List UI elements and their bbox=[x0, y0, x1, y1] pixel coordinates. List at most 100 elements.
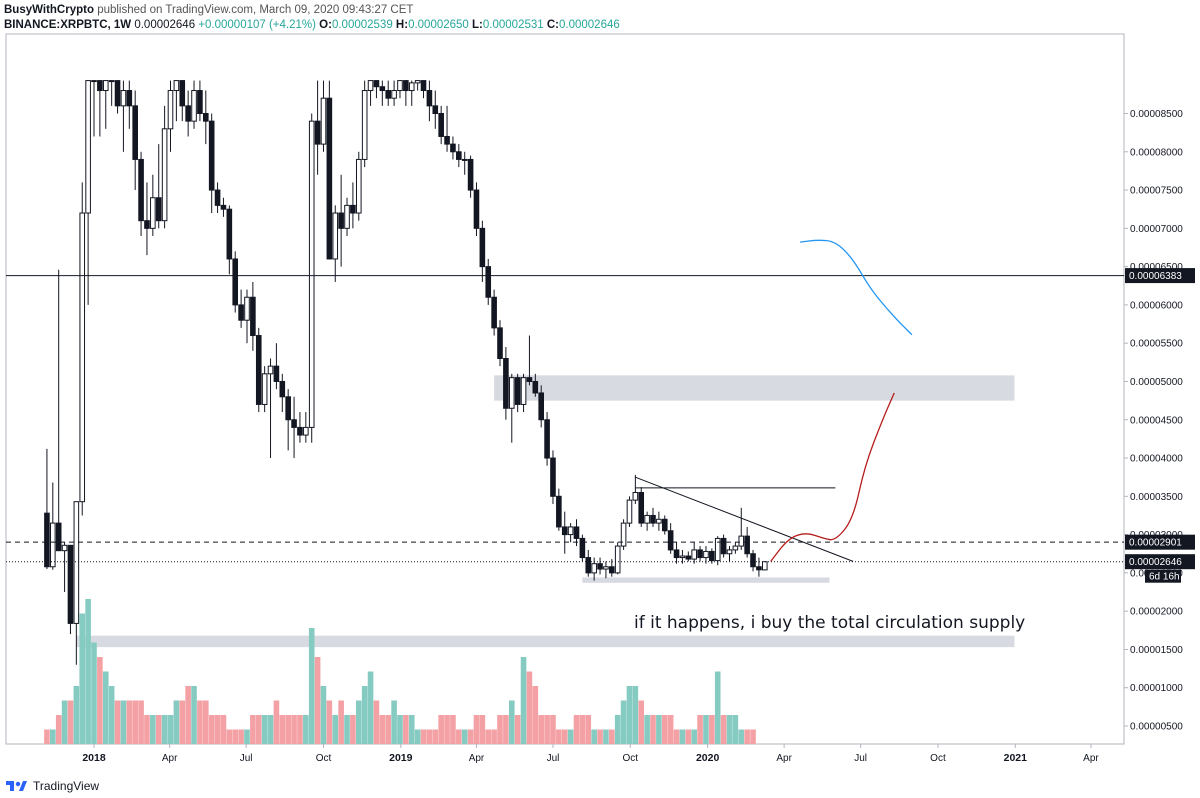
volume-bar bbox=[220, 715, 227, 744]
time-tick-label: 2018 bbox=[82, 752, 106, 764]
volume-bar bbox=[644, 715, 650, 744]
volume-bar bbox=[609, 729, 615, 744]
candle-body bbox=[732, 545, 739, 551]
candle-body bbox=[579, 537, 586, 559]
candle-body bbox=[308, 120, 315, 428]
volume-bar bbox=[503, 715, 509, 744]
volume-bar bbox=[85, 599, 91, 744]
volume-bar bbox=[638, 700, 645, 744]
candle-body bbox=[473, 189, 480, 229]
candle-body bbox=[485, 266, 492, 298]
candle-body bbox=[144, 220, 150, 229]
tradingview-footer[interactable]: TradingView bbox=[6, 776, 99, 796]
candle-body bbox=[756, 566, 762, 571]
drawings-layer bbox=[6, 239, 1124, 563]
volume-bar bbox=[626, 686, 633, 744]
volume-bar bbox=[261, 715, 268, 744]
candle-body bbox=[544, 419, 550, 459]
price-tick-label: 0.00000500 bbox=[1130, 722, 1183, 733]
candle-body bbox=[697, 549, 703, 559]
candle-body bbox=[320, 97, 327, 145]
volume-bar bbox=[361, 686, 368, 744]
volume-bar bbox=[656, 715, 662, 744]
candle-body bbox=[314, 120, 321, 145]
tradingview-brand: TradingView bbox=[33, 779, 100, 793]
volume-bar bbox=[673, 729, 680, 744]
volume-bar bbox=[373, 700, 380, 744]
zone-rect bbox=[76, 635, 1015, 648]
volume-bar bbox=[73, 686, 80, 744]
candle-body bbox=[467, 158, 474, 191]
volume-bar bbox=[114, 700, 121, 744]
candle-body bbox=[261, 373, 268, 405]
candle-body bbox=[173, 80, 180, 92]
candle-body bbox=[185, 105, 191, 122]
volume-bars bbox=[44, 599, 756, 744]
candle-body bbox=[626, 499, 633, 524]
candle-body bbox=[526, 377, 533, 382]
time-tick-label: Apr bbox=[1083, 753, 1099, 764]
candle-body bbox=[661, 518, 668, 532]
price-axis[interactable]: 0.00000500 0.00001000 0.00001500 0.00002000… bbox=[1124, 109, 1195, 733]
publish-line: BusyWithCrypto published on TradingView.… bbox=[4, 4, 413, 16]
zone-layer bbox=[76, 375, 1015, 648]
candle-body bbox=[238, 304, 244, 321]
candle-body bbox=[491, 296, 497, 329]
candle-body bbox=[132, 105, 138, 160]
volume-bar bbox=[720, 715, 727, 744]
candle-body bbox=[179, 80, 186, 107]
volume-bar bbox=[303, 715, 309, 744]
high-value: 0.00002650 bbox=[408, 19, 469, 31]
candle-body bbox=[414, 80, 421, 84]
symbol-label[interactable]: BINANCE:XRPBTC, 1W bbox=[4, 19, 132, 31]
price-tick-label: 0.00007000 bbox=[1130, 224, 1183, 235]
open-value: 0.00002539 bbox=[331, 19, 393, 31]
volume-bar bbox=[255, 715, 262, 744]
zone-rect bbox=[494, 375, 1015, 401]
candle-body bbox=[714, 537, 721, 562]
candle-body bbox=[226, 208, 233, 260]
candle-body bbox=[338, 212, 344, 229]
volume-bar bbox=[426, 729, 433, 744]
author-name[interactable]: BusyWithCrypto bbox=[4, 4, 94, 16]
candle-body bbox=[709, 550, 715, 562]
volume-bar bbox=[108, 686, 115, 744]
candle-body bbox=[167, 90, 174, 130]
candle-body bbox=[255, 335, 262, 405]
volume-bar bbox=[291, 715, 297, 744]
volume-bar bbox=[567, 729, 574, 744]
volume-bar bbox=[61, 700, 68, 744]
candle-body bbox=[638, 491, 645, 524]
volume-bar bbox=[191, 686, 197, 744]
candle-body bbox=[503, 358, 509, 409]
candle-body bbox=[461, 158, 468, 161]
price-tick-label: 0.00006000 bbox=[1130, 300, 1183, 311]
price-label: 0.00002901 bbox=[1129, 538, 1182, 549]
candle-body bbox=[391, 90, 397, 99]
volume-bar bbox=[714, 671, 721, 744]
candle-body bbox=[573, 526, 580, 539]
volume-bar bbox=[226, 729, 233, 744]
candle-body bbox=[738, 535, 745, 547]
price-label-box bbox=[1125, 268, 1195, 284]
price-tick-label: 0.00005000 bbox=[1130, 377, 1183, 388]
price-tick-label: 0.00008000 bbox=[1130, 147, 1183, 158]
volume-bar bbox=[526, 671, 533, 744]
volume-bar bbox=[120, 700, 127, 744]
trendline bbox=[635, 476, 854, 562]
price-tick-label: 0.00006500 bbox=[1130, 262, 1183, 273]
volume-bar bbox=[344, 715, 350, 744]
volume-bar bbox=[614, 715, 621, 744]
volume-bar bbox=[138, 700, 144, 744]
candle-body bbox=[161, 128, 168, 222]
volume-bar bbox=[508, 700, 515, 744]
candle-body bbox=[126, 90, 133, 107]
candle-body bbox=[155, 197, 162, 222]
candle-body bbox=[138, 158, 144, 222]
candle-body bbox=[408, 82, 415, 92]
candle-body bbox=[514, 377, 521, 405]
volume-bar bbox=[597, 729, 603, 744]
time-axis[interactable]: 2018 Apr Jul Oct 2019 Apr Jul Oct 2020 Apr Jul Oct 2… bbox=[82, 744, 1099, 764]
volume-bar bbox=[579, 715, 586, 744]
